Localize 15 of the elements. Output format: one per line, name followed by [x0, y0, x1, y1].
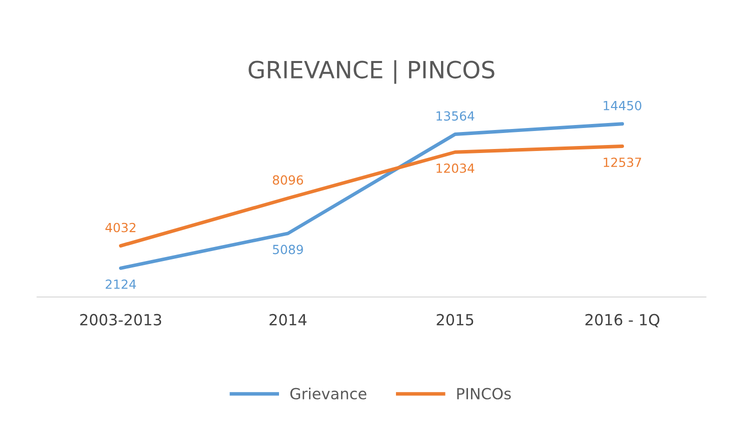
- data-label: 12034: [436, 163, 474, 173]
- data-label: 8096: [272, 175, 304, 185]
- x-tick-label: 2015: [436, 314, 474, 326]
- chart-title: GRIEVANCE | PINCOS: [248, 60, 494, 84]
- data-label: 14450: [604, 100, 642, 110]
- data-label: 12537: [604, 158, 642, 168]
- data-label: 2124: [106, 279, 136, 289]
- legend-label: Grievance: [290, 388, 366, 400]
- x-tick-label: 2003-2013: [80, 314, 162, 326]
- x-tick-label: 2014: [270, 314, 306, 326]
- data-label: 13564: [436, 111, 474, 121]
- data-label: 5089: [272, 244, 303, 254]
- x-tick-label: 2016 - 1Q: [585, 314, 660, 328]
- data-label: 4032: [105, 222, 136, 232]
- legend-label: PINCOs: [457, 388, 511, 400]
